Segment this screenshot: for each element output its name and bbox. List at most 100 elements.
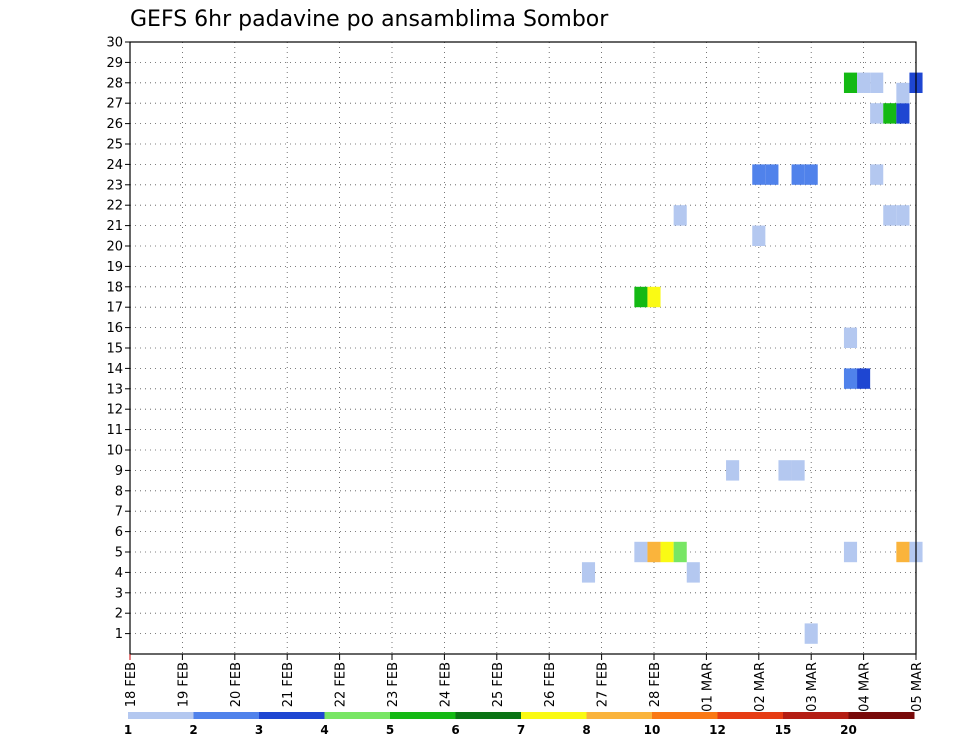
legend-swatch: [455, 712, 522, 719]
precip-cell: [843, 541, 858, 563]
x-tick-label: 24 FEB: [438, 662, 453, 707]
y-tick-label: 9: [115, 464, 123, 479]
precip-cell: [804, 623, 818, 644]
legend-swatch: [783, 712, 849, 719]
precip-cell: [883, 103, 897, 124]
y-tick-label: 2: [115, 607, 123, 622]
x-tick-label: 28 FEB: [648, 662, 663, 707]
x-tick-label: 25 FEB: [491, 662, 506, 707]
legend-swatch: [521, 712, 587, 719]
y-tick-label: 1: [115, 627, 123, 642]
y-tick-label: 17: [106, 301, 123, 316]
precip-cell: [634, 286, 648, 308]
x-tick-label: 02 MAR: [753, 662, 768, 712]
legend-swatch: [652, 712, 718, 719]
precip-cell: [647, 541, 661, 563]
y-tick-label: 3: [115, 586, 123, 601]
precip-cell: [634, 541, 648, 563]
precip-cell: [660, 541, 674, 563]
legend-label: 20: [840, 723, 857, 737]
chart-title: GEFS 6hr padavine po ansamblima Sombor: [130, 7, 609, 32]
x-tick-label: 19 FEB: [176, 662, 191, 707]
legend-label: 10: [644, 723, 661, 737]
x-tick-label: 05 MAR: [910, 662, 925, 712]
legend-label: 12: [709, 723, 726, 737]
precip-cell: [791, 164, 805, 185]
legend-label: 3: [255, 723, 263, 737]
legend-swatch: [586, 712, 653, 719]
legend-swatch: [848, 712, 915, 719]
precip-cell: [883, 205, 897, 226]
legend-swatch: [390, 712, 456, 719]
x-tick-label: 04 MAR: [858, 662, 873, 712]
precip-cell: [778, 460, 792, 481]
legend-label: 2: [189, 723, 197, 737]
y-tick-label: 19: [106, 260, 123, 275]
precip-cell: [765, 164, 779, 185]
y-tick-label: 22: [106, 199, 123, 214]
legend-swatch: [324, 712, 391, 719]
legend-swatch: [193, 712, 260, 719]
precip-cell: [791, 460, 805, 481]
precip-cell: [581, 562, 596, 583]
x-tick-label: 18 FEB: [124, 662, 139, 707]
y-tick-label: 11: [106, 423, 123, 438]
precip-cell: [870, 72, 884, 93]
legend-label: 7: [517, 723, 525, 737]
legend-label: 6: [451, 723, 459, 737]
precip-cells: [581, 72, 923, 644]
y-tick-label: 8: [115, 484, 123, 499]
plot-frame: [129, 41, 917, 655]
precip-cell: [686, 562, 700, 583]
y-tick-label: 16: [106, 321, 123, 336]
legend-label: 1: [124, 723, 132, 737]
y-tick-label: 28: [106, 76, 123, 91]
y-tick-label: 4: [115, 566, 123, 581]
precip-cell: [843, 327, 858, 348]
precip-cell: [843, 72, 858, 93]
legend-label: 15: [775, 723, 792, 737]
y-tick-label: 15: [106, 342, 123, 357]
legend-swatch: [128, 712, 194, 719]
x-tick-label: 23 FEB: [386, 662, 401, 707]
y-tick-label: 26: [106, 117, 123, 132]
legend-label: 4: [320, 723, 328, 737]
precip-cell: [726, 460, 740, 481]
y-tick-label: 12: [106, 403, 123, 418]
y-tick-label: 20: [106, 240, 123, 255]
y-tick-label: 7: [115, 505, 123, 520]
precip-cell: [870, 103, 884, 124]
y-tick-label: 29: [106, 56, 123, 71]
y-axis: 1234567891011121314151617181920212223242…: [106, 36, 130, 642]
legend-swatch: [259, 712, 325, 719]
precip-cell: [870, 164, 884, 185]
precip-cell: [896, 103, 910, 124]
x-tick-label: 22 FEB: [334, 662, 349, 707]
y-tick-label: 23: [106, 178, 123, 193]
y-tick-label: 5: [115, 546, 123, 561]
precip-cell: [857, 72, 871, 93]
y-tick-label: 25: [106, 138, 123, 153]
precip-cell: [896, 205, 910, 226]
x-tick-label: 26 FEB: [543, 662, 558, 707]
grid-lines: [130, 42, 916, 654]
precip-cell: [843, 368, 858, 389]
y-tick-label: 18: [106, 280, 123, 295]
y-tick-label: 30: [106, 36, 123, 51]
precip-cell: [804, 164, 818, 185]
x-tick-label: 21 FEB: [281, 662, 296, 707]
legend-label: 8: [582, 723, 590, 737]
precip-cell: [896, 541, 910, 563]
y-tick-label: 14: [106, 362, 123, 377]
x-tick-label: 20 FEB: [229, 662, 244, 707]
precip-cell: [752, 225, 766, 246]
x-tick-label: 03 MAR: [805, 662, 820, 712]
color-legend: 1 2 3 4 5 6 7 8 10 12 15 20: [124, 712, 915, 737]
y-tick-label: 6: [115, 525, 123, 540]
precip-cell: [647, 286, 661, 308]
y-tick-label: 27: [106, 97, 123, 112]
x-axis: 18 FEB 19 FEB 20 FEB 21 FEB 22 FEB 23 FEB 24 F…: [124, 654, 925, 712]
legend-label: 5: [386, 723, 394, 737]
precip-cell: [857, 368, 871, 389]
